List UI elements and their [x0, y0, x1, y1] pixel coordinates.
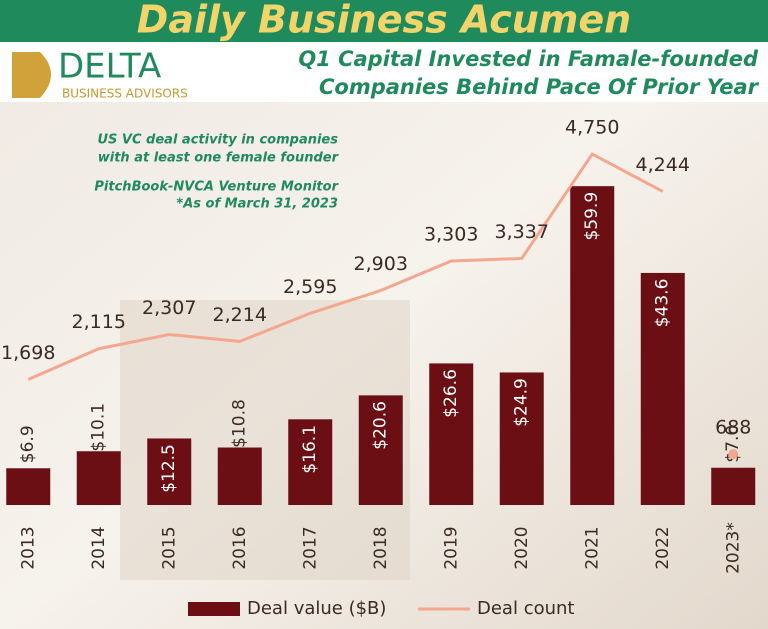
- count-label: 3,337: [495, 221, 549, 243]
- count-label: 688: [715, 417, 751, 439]
- bar-value-label: $16.1: [300, 425, 320, 474]
- bar-value-label: $59.9: [582, 192, 602, 241]
- x-tick-label: 2016: [230, 526, 250, 569]
- x-tick-label: 2017: [300, 526, 320, 569]
- count-label: 2,214: [213, 304, 267, 326]
- bar: [711, 467, 756, 505]
- logo-name: DELTA: [58, 47, 161, 87]
- x-tick-label: 2014: [89, 526, 109, 569]
- banner-title: Daily Business Acumen: [137, 0, 631, 42]
- legend-swatch: [188, 602, 240, 616]
- bar-value-label: $10.1: [89, 403, 109, 452]
- banner: [0, 0, 768, 42]
- bar: [147, 438, 192, 505]
- x-tick-label: 2013: [18, 526, 38, 569]
- count-point: [728, 449, 739, 460]
- logo-tagline: BUSINESS ADVISORS: [62, 87, 188, 101]
- bar: [288, 419, 333, 505]
- count-label: 4,244: [636, 154, 690, 176]
- x-tick-label: 2020: [512, 526, 532, 569]
- chart-title: Companies Behind Pace Of Prior Year: [319, 75, 760, 99]
- annotation: *As of March 31, 2023: [176, 197, 338, 212]
- x-tick-label: 2015: [159, 526, 179, 569]
- annotation: US VC deal activity in companies: [97, 133, 338, 148]
- bar: [570, 186, 615, 505]
- count-label: 2,903: [354, 253, 408, 275]
- bar: [640, 272, 685, 505]
- legend-label: Deal count: [477, 598, 574, 619]
- bar-value-label: $7.0: [723, 425, 743, 463]
- count-label: 2,115: [72, 311, 126, 333]
- bar: [76, 451, 121, 505]
- bar-value-label: $10.8: [230, 399, 250, 448]
- logo-mark: [12, 52, 51, 98]
- count-label: 2,307: [142, 297, 196, 319]
- x-tick-label: 2018: [371, 526, 391, 569]
- bar-value-label: $12.5: [159, 444, 179, 493]
- bar-value-label: $43.6: [653, 279, 673, 328]
- x-tick-label: 2019: [441, 526, 461, 569]
- bar-value-label: $20.6: [371, 401, 391, 450]
- count-label: 2,595: [283, 276, 337, 298]
- bar: [6, 468, 51, 505]
- bar: [217, 447, 262, 505]
- title-band: [0, 42, 768, 102]
- x-tick-label: 2022: [653, 526, 673, 569]
- legend-label: Deal value ($B): [247, 598, 386, 619]
- annotation: PitchBook-NVCA Venture Monitor: [94, 180, 339, 195]
- x-tick-label: 2023*: [723, 522, 743, 574]
- bar: [429, 363, 474, 505]
- bar: [499, 372, 544, 505]
- count-label: 4,750: [565, 117, 619, 139]
- count-line: [27, 152, 664, 381]
- count-label: 1,698: [1, 342, 55, 364]
- bar-value-label: $26.6: [441, 369, 461, 418]
- chart-title: Q1 Capital Invested in Famale-founded: [298, 47, 759, 71]
- bar-value-label: $24.9: [512, 378, 532, 427]
- bar: [358, 395, 403, 505]
- bar-value-label: $6.9: [18, 425, 38, 463]
- annotation: with at least one female founder: [98, 151, 340, 166]
- count-label: 3,303: [424, 223, 478, 245]
- x-tick-label: 2021: [582, 526, 602, 569]
